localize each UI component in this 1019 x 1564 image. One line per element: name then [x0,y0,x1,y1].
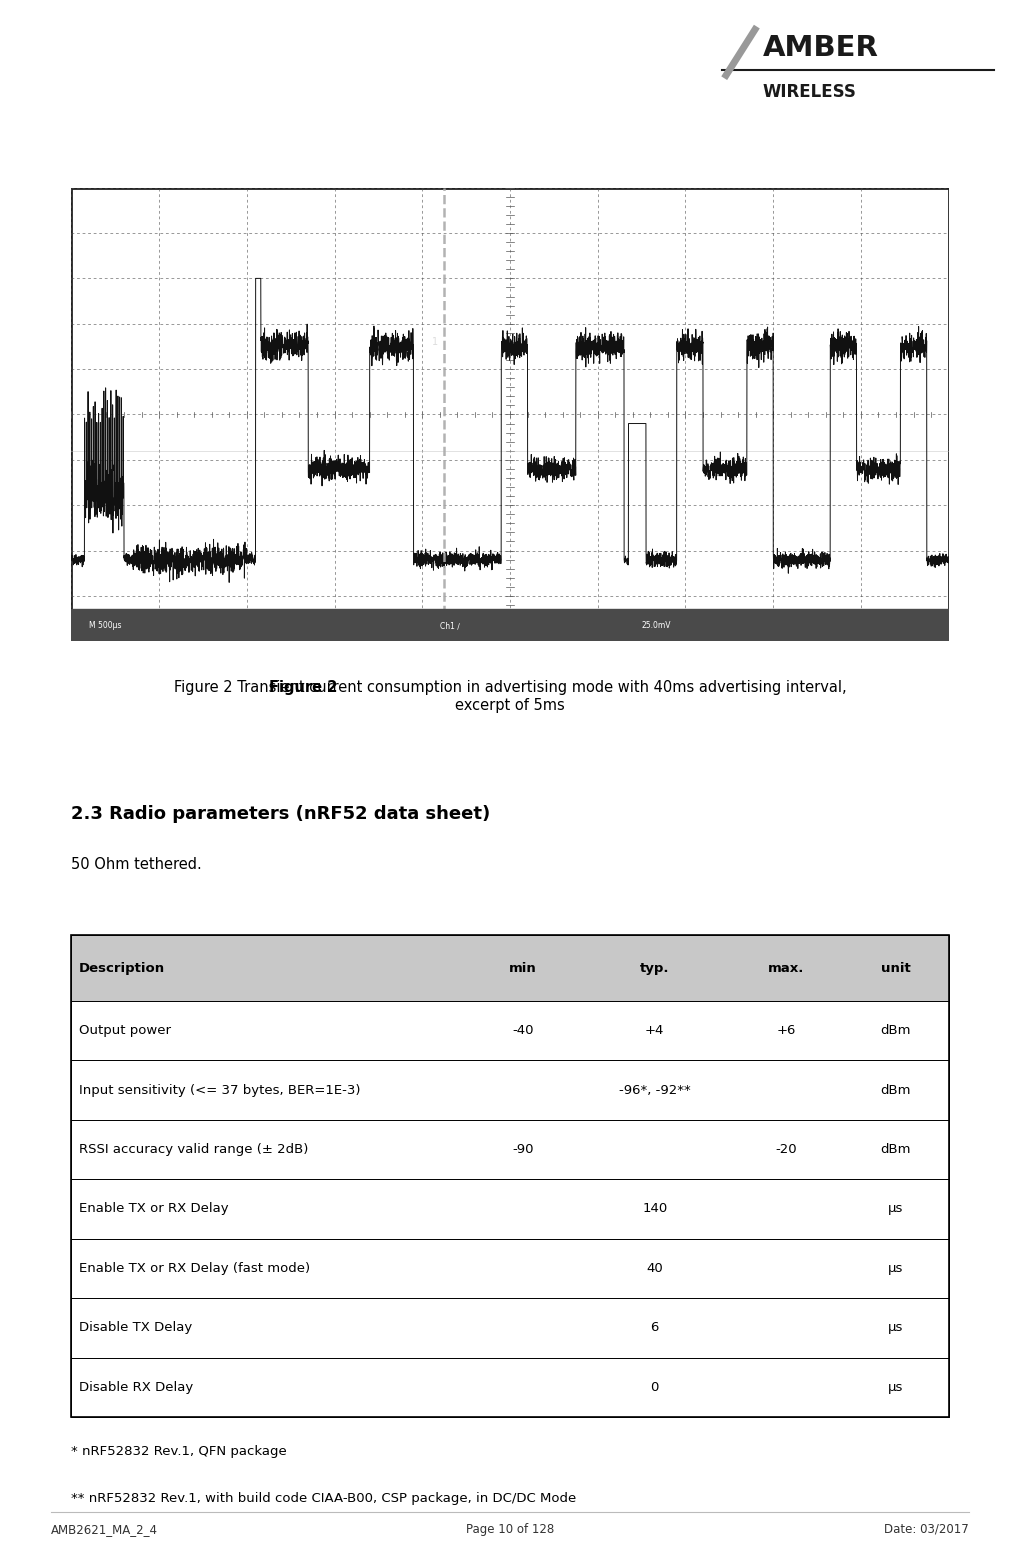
Text: 25.0mV: 25.0mV [641,621,671,630]
Text: Enable TX or RX Delay (fast mode): Enable TX or RX Delay (fast mode) [78,1262,310,1275]
Text: Figure 2 Transient current consumption in advertising mode with 40ms advertising: Figure 2 Transient current consumption i… [173,680,846,713]
Bar [71,935,948,1417]
Text: M 500µs: M 500µs [89,621,121,630]
Text: 40: 40 [646,1262,662,1275]
Bar [71,1120,948,1179]
Text: ** nRF52832 Rev.1, with build code CIAA-B00, CSP package, in DC/DC Mode: ** nRF52832 Rev.1, with build code CIAA-… [71,1492,576,1505]
Text: AMB2621_MA_2_4: AMB2621_MA_2_4 [51,1523,158,1536]
Text: Output power: Output power [78,1024,170,1037]
Text: 2.3 Radio parameters (nRF52 data sheet): 2.3 Radio parameters (nRF52 data sheet) [71,805,490,824]
Text: -40: -40 [512,1024,533,1037]
Text: -96*, -92**: -96*, -92** [619,1084,690,1096]
Text: µs: µs [888,1322,903,1334]
Text: min: min [508,962,537,974]
Bar [71,610,948,641]
Text: Disable RX Delay: Disable RX Delay [78,1381,193,1394]
Text: Enable TX or RX Delay: Enable TX or RX Delay [78,1203,228,1215]
Text: WIRELESS: WIRELESS [762,83,856,102]
Text: Description: Description [78,962,164,974]
Text: 140: 140 [642,1203,666,1215]
Text: µs: µs [888,1381,903,1394]
Text: Page 10 of 128: Page 10 of 128 [466,1523,553,1536]
Text: Disable TX Delay: Disable TX Delay [78,1322,192,1334]
Text: dBm: dBm [879,1024,910,1037]
Bar [71,1239,948,1298]
Text: 6: 6 [650,1322,658,1334]
Bar [71,1298,948,1358]
Text: +6: +6 [775,1024,795,1037]
Text: unit: unit [880,962,910,974]
Text: 50 Ohm tethered.: 50 Ohm tethered. [71,857,202,873]
Bar [71,1358,948,1417]
Bar [71,1001,948,1060]
Text: RSSI accuracy valid range (± 2dB): RSSI accuracy valid range (± 2dB) [78,1143,308,1156]
Text: Ch1 ∕: Ch1 ∕ [439,621,460,630]
Text: AMBER: AMBER [762,34,878,63]
Bar [71,935,948,1001]
Text: 1: 1 [432,336,438,347]
Text: Input sensitivity (<= 37 bytes, BER=1E-3): Input sensitivity (<= 37 bytes, BER=1E-3… [78,1084,360,1096]
Text: typ.: typ. [639,962,668,974]
Text: dBm: dBm [879,1143,910,1156]
Text: 0: 0 [650,1381,658,1394]
Text: µs: µs [888,1203,903,1215]
Text: dBm: dBm [879,1084,910,1096]
Text: -90: -90 [512,1143,533,1156]
Text: Figure 2: Figure 2 [269,680,337,696]
Text: +4: +4 [644,1024,663,1037]
Text: -20: -20 [774,1143,797,1156]
Text: * nRF52832 Rev.1, QFN package: * nRF52832 Rev.1, QFN package [71,1445,287,1458]
Bar [71,1060,948,1120]
Text: µs: µs [888,1262,903,1275]
Bar [71,1179,948,1239]
Text: max.: max. [767,962,804,974]
Text: Date: 03/2017: Date: 03/2017 [883,1523,968,1536]
